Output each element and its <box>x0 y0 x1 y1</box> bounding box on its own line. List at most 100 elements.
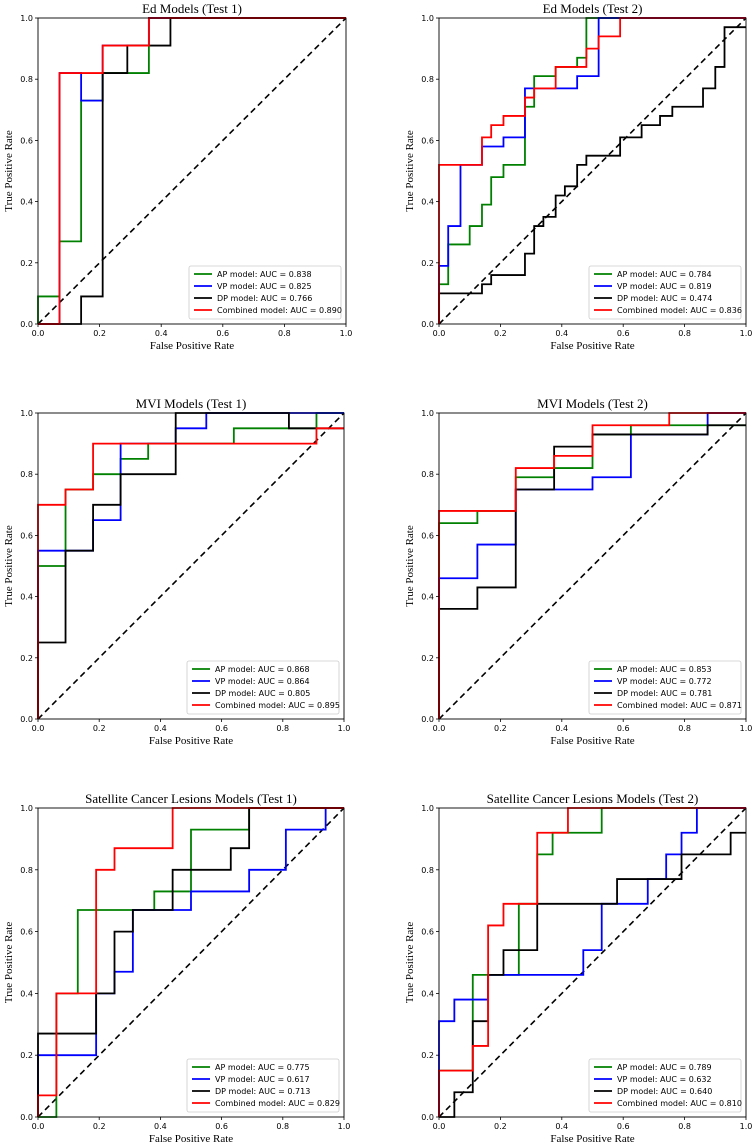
legend-entry: VP model: AUC = 0.632 <box>617 1075 712 1084</box>
legend-entry: DP model: AUC = 0.713 <box>215 1087 310 1096</box>
roc-curve-series-1 <box>37 412 344 719</box>
legend-box <box>186 1058 340 1113</box>
x-tick-label: 0.0 <box>433 1122 446 1131</box>
chart-title: Ed Models (Test 2) <box>543 1 643 16</box>
y-tick-label: 1.0 <box>421 14 434 23</box>
x-axis-label: False Positive Rate <box>149 735 233 747</box>
x-tick-label: 0.8 <box>278 329 291 338</box>
y-tick-label: 0.6 <box>20 531 33 540</box>
plot-frame <box>438 412 747 720</box>
x-tick-label: 0.0 <box>32 1122 45 1131</box>
chance-diagonal-line <box>438 807 747 1118</box>
roc-chart-6: 0.0 0.2 0.4 0.6 0.8 1.0 0.0 0.2 0.4 0.6 0.8 1.0 Sate… <box>404 791 752 1144</box>
legend-entry: AP model: AUC = 0.789 <box>617 1063 712 1072</box>
y-tick-label: 0.4 <box>421 593 434 602</box>
y-tick-label: 0.4 <box>20 198 33 207</box>
legend: AP model: AUC = 0.838 VP model: AUC = 0.8… <box>188 265 342 320</box>
roc-curve-series-3 <box>438 424 746 719</box>
x-tick-label: 0.4 <box>154 1122 167 1131</box>
y-axis-label: True Positive Rate <box>404 922 416 1004</box>
legend-box <box>188 265 342 320</box>
chance-diagonal-line <box>438 412 747 720</box>
x-tick-label: 0.2 <box>93 724 106 733</box>
x-axis-label: False Positive Rate <box>150 340 234 352</box>
legend-entry: VP model: AUC = 0.772 <box>617 677 712 686</box>
legend-entry: AP model: AUC = 0.838 <box>217 270 312 279</box>
roc-curve-series-2 <box>438 17 746 324</box>
x-tick-label: 1.0 <box>740 724 753 733</box>
chart-title: Satellite Cancer Lesions Models (Test 1) <box>85 791 297 806</box>
y-axis-label: True Positive Rate <box>404 130 416 212</box>
legend-entry: VP model: AUC = 0.864 <box>215 677 310 686</box>
roc-curve-series-1 <box>438 17 746 324</box>
roc-chart-1: 0.0 0.2 0.4 0.6 0.8 1.0 0.0 0.2 0.4 0.6 0.8 1.0 Ed M… <box>3 1 352 352</box>
x-tick-label: 0.4 <box>155 329 168 338</box>
legend-entry: Combined model: AUC = 0.829 <box>215 1099 340 1108</box>
legend-entry: Combined model: AUC = 0.890 <box>217 306 342 315</box>
legend-box <box>588 1058 742 1113</box>
chart-title: Satellite Cancer Lesions Models (Test 2) <box>487 791 699 806</box>
x-tick-label: 0.8 <box>678 724 691 733</box>
x-tick-label: 0.6 <box>216 329 229 338</box>
legend-entry: AP model: AUC = 0.775 <box>215 1063 310 1072</box>
legend-entry: AP model: AUC = 0.868 <box>215 665 310 674</box>
y-tick-label: 0.8 <box>20 866 33 875</box>
roc-curve-series-4 <box>438 412 746 719</box>
y-axis-label: True Positive Rate <box>3 922 15 1004</box>
legend-entry: VP model: AUC = 0.617 <box>215 1075 310 1084</box>
legend-entry: VP model: AUC = 0.819 <box>617 282 712 291</box>
x-tick-label: 0.4 <box>154 724 167 733</box>
y-tick-label: 0.2 <box>20 259 33 268</box>
y-tick-label: 0.6 <box>421 928 434 937</box>
y-tick-label: 0.8 <box>20 75 33 84</box>
y-tick-label: 0.2 <box>421 259 434 268</box>
x-axis-label: False Positive Rate <box>550 735 634 747</box>
y-tick-label: 1.0 <box>421 409 434 418</box>
roc-curve-series-4 <box>37 427 344 719</box>
legend-entry: AP model: AUC = 0.784 <box>617 270 712 279</box>
x-tick-label: 0.0 <box>32 329 45 338</box>
x-tick-label: 0.2 <box>494 1122 507 1131</box>
legend-entry: DP model: AUC = 0.805 <box>215 689 310 698</box>
x-tick-label: 0.8 <box>276 1122 289 1131</box>
roc-curve-series-3 <box>438 26 746 324</box>
x-tick-label: 1.0 <box>338 1122 351 1131</box>
y-tick-label: 0.8 <box>421 866 434 875</box>
x-tick-label: 0.2 <box>93 329 106 338</box>
x-tick-label: 0.2 <box>494 329 507 338</box>
x-tick-label: 1.0 <box>340 329 353 338</box>
y-axis-label: True Positive Rate <box>3 130 15 212</box>
roc-curve-series-4 <box>37 807 344 1117</box>
chart-title: MVI Models (Test 1) <box>136 396 247 411</box>
legend: AP model: AUC = 0.853 VP model: AUC = 0.7… <box>588 660 742 715</box>
x-tick-label: 0.6 <box>215 724 228 733</box>
x-tick-label: 0.0 <box>433 329 446 338</box>
legend-entry: Combined model: AUC = 0.810 <box>617 1099 742 1108</box>
x-tick-label: 1.0 <box>740 329 753 338</box>
plot-frame <box>37 807 345 1118</box>
chart-title: Ed Models (Test 1) <box>142 1 242 16</box>
x-tick-label: 0.2 <box>93 1122 106 1131</box>
y-tick-label: 0.6 <box>421 136 434 145</box>
x-tick-label: 0.8 <box>678 329 691 338</box>
y-tick-label: 0.8 <box>20 470 33 479</box>
x-tick-label: 0.8 <box>276 724 289 733</box>
legend-box <box>588 660 742 715</box>
y-tick-label: 1.0 <box>20 804 33 813</box>
plot-frame <box>37 17 347 325</box>
x-tick-label: 0.6 <box>617 1122 630 1131</box>
legend-entry: DP model: AUC = 0.474 <box>617 294 712 303</box>
roc-curve-series-3 <box>37 807 344 1117</box>
chance-diagonal-line <box>37 17 347 325</box>
roc-curve-series-3 <box>439 831 746 1118</box>
y-tick-label: 0.0 <box>20 1113 33 1122</box>
legend: AP model: AUC = 0.775 VP model: AUC = 0.6… <box>186 1058 340 1113</box>
roc-curve-series-3 <box>38 17 346 325</box>
y-tick-label: 0.2 <box>20 654 33 663</box>
y-tick-label: 0.6 <box>20 136 33 145</box>
legend-entry: DP model: AUC = 0.781 <box>617 689 712 698</box>
x-tick-label: 0.0 <box>433 724 446 733</box>
y-tick-label: 0.8 <box>421 75 434 84</box>
y-tick-label: 0.0 <box>20 715 33 724</box>
